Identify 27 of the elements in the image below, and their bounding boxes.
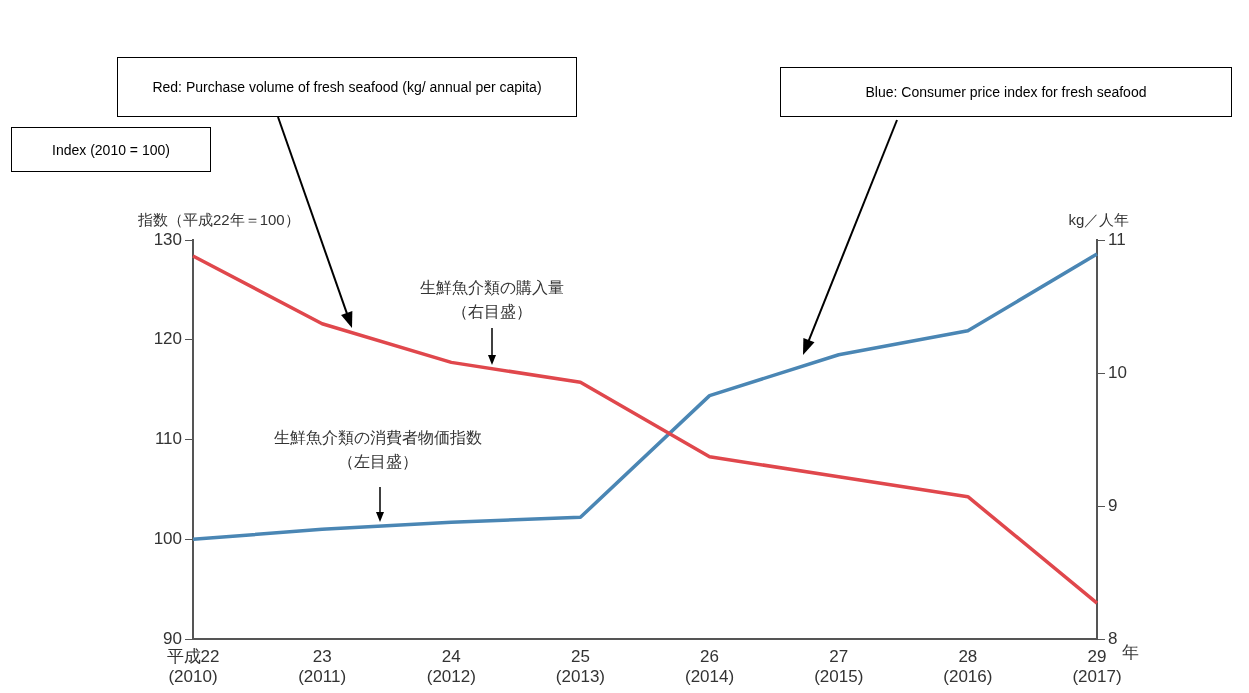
- y2-tick-label: 8: [1108, 628, 1118, 648]
- text: Index (2010 = 100): [52, 141, 170, 158]
- annotation: 生鮮魚介類の購入量: [419, 278, 565, 298]
- text: Red: Purchase volume of fresh seafood (kg/ annual per capita): [152, 79, 542, 95]
- x-axis-title: 年: [1122, 643, 1139, 663]
- x-tick-label: 23 (2011): [298, 646, 347, 687]
- y-tick-label: 120: [153, 329, 182, 349]
- y-tick-label: 110: [154, 429, 182, 449]
- y-tick-label: 100: [153, 528, 182, 548]
- x-tick-label: 26 (2014): [685, 646, 735, 687]
- y-axis-title: 指数（平成22年＝100）: [137, 210, 300, 228]
- y2-tick-label: 11: [1108, 229, 1126, 249]
- x-tick-label: 平成22 (2010): [166, 646, 220, 687]
- annotation: 生鮮魚介類の消費者物価指数: [273, 428, 483, 448]
- y2-tick-label: 10: [1108, 362, 1127, 382]
- x-tick-label: 27 (2015): [814, 646, 864, 687]
- x-tick-label: 25 (2013): [555, 646, 605, 687]
- annotation: （左目盛）: [337, 452, 419, 472]
- text: Blue: Consumer price index for fresh seafood: [865, 84, 1147, 100]
- y2-tick-label: 9: [1108, 495, 1118, 515]
- annotation: （右目盛）: [451, 302, 533, 322]
- y-tick-label: 130: [153, 229, 182, 249]
- y2-axis-title: kg／人年: [1068, 210, 1130, 228]
- x-tick-label: 24 (2012): [426, 646, 476, 687]
- x-tick-label: 29 (2017): [1072, 646, 1122, 687]
- x-tick-label: 28 (2016): [943, 646, 993, 687]
- y-tick-label: 90: [163, 628, 182, 648]
